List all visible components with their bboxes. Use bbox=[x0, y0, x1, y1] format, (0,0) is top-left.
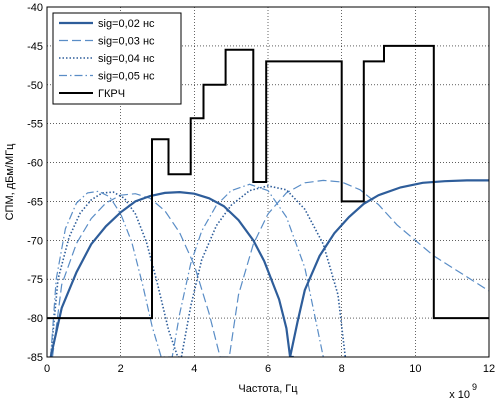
legend-label: sig=0,02 нс bbox=[98, 18, 155, 30]
ticks: 0 2 4 6 8 10 12 -40 -45 -50 -55 -60 -65 -70 -75 -80 -85 bbox=[27, 2, 495, 375]
x-axis-label: Частота, Гц bbox=[238, 383, 298, 395]
series-layer bbox=[47, 44, 489, 357]
y-tick-label: -50 bbox=[27, 80, 43, 92]
y-tick-label: -60 bbox=[27, 158, 43, 170]
series-line-3 bbox=[50, 183, 324, 357]
y-tick-label: -80 bbox=[27, 313, 43, 325]
x-tick-label: 12 bbox=[483, 363, 495, 375]
legend-label: ГКРЧ bbox=[98, 88, 125, 100]
x-multiplier-base: x 10 bbox=[449, 389, 470, 401]
series-line-4 bbox=[47, 44, 489, 320]
y-tick-label: -55 bbox=[27, 119, 43, 131]
legend-label: sig=0,04 нс bbox=[98, 53, 155, 65]
legend-label: sig=0,03 нс bbox=[98, 36, 155, 48]
series-line-1 bbox=[51, 179, 489, 357]
x-tick-label: 2 bbox=[118, 363, 124, 375]
y-tick-label: -45 bbox=[27, 41, 43, 53]
legend-label: sig=0,05 нс bbox=[98, 71, 155, 83]
x-tick-label: 4 bbox=[191, 363, 197, 375]
series-line-2 bbox=[49, 185, 347, 357]
plot-frame bbox=[46, 6, 490, 358]
y-tick-label: -65 bbox=[27, 196, 43, 208]
x-multiplier-label: x 10 bbox=[449, 389, 470, 401]
legend: sig=0,02 нс sig=0,03 нс sig=0,04 нс sig=0,0… bbox=[52, 12, 182, 105]
series-line-0 bbox=[49, 179, 489, 357]
y-tick-label: -75 bbox=[27, 274, 43, 286]
y-tick-label: -85 bbox=[27, 352, 43, 364]
x-tick-label: 6 bbox=[265, 363, 271, 375]
y-axis-label: СПМ, дБм/МГц bbox=[4, 143, 16, 221]
x-tick-label: 10 bbox=[409, 363, 421, 375]
x-multiplier-exponent: 9 bbox=[472, 382, 477, 392]
y-tick-label: -70 bbox=[27, 235, 43, 247]
x-tick-label: 8 bbox=[339, 363, 345, 375]
x-tick-label: 0 bbox=[44, 363, 50, 375]
y-tick-label: -40 bbox=[27, 2, 43, 14]
